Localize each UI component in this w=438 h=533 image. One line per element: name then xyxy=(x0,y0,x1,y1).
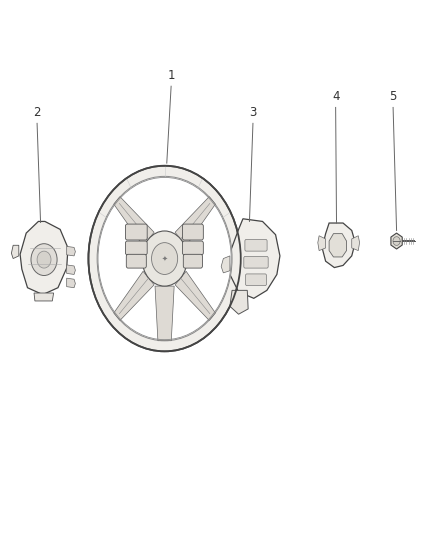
Text: 1: 1 xyxy=(167,69,175,82)
Circle shape xyxy=(393,237,400,245)
FancyBboxPatch shape xyxy=(184,254,202,268)
Polygon shape xyxy=(11,245,19,259)
FancyBboxPatch shape xyxy=(245,239,267,251)
Polygon shape xyxy=(114,197,154,246)
FancyBboxPatch shape xyxy=(183,241,203,255)
Polygon shape xyxy=(67,265,75,274)
Polygon shape xyxy=(175,197,215,246)
Polygon shape xyxy=(34,293,53,301)
Polygon shape xyxy=(391,233,402,249)
Polygon shape xyxy=(329,233,346,257)
Polygon shape xyxy=(155,286,174,341)
Circle shape xyxy=(37,251,51,268)
Text: ✦: ✦ xyxy=(162,255,167,262)
Polygon shape xyxy=(230,219,280,298)
Polygon shape xyxy=(67,278,75,288)
Polygon shape xyxy=(230,290,248,314)
Polygon shape xyxy=(20,221,68,295)
Circle shape xyxy=(88,166,241,351)
Circle shape xyxy=(152,243,178,274)
Polygon shape xyxy=(322,223,355,268)
Circle shape xyxy=(97,176,232,341)
Polygon shape xyxy=(318,236,325,251)
Polygon shape xyxy=(352,236,360,251)
Circle shape xyxy=(31,244,57,276)
FancyBboxPatch shape xyxy=(183,224,203,240)
FancyBboxPatch shape xyxy=(126,254,146,268)
Polygon shape xyxy=(67,246,75,256)
Text: 5: 5 xyxy=(389,90,397,103)
FancyBboxPatch shape xyxy=(244,256,268,268)
Polygon shape xyxy=(114,271,154,320)
Circle shape xyxy=(142,231,187,286)
FancyBboxPatch shape xyxy=(125,224,147,240)
Text: 2: 2 xyxy=(33,106,41,119)
Polygon shape xyxy=(221,256,230,273)
FancyBboxPatch shape xyxy=(246,274,266,286)
Polygon shape xyxy=(175,271,215,320)
Text: 4: 4 xyxy=(332,90,339,103)
FancyBboxPatch shape xyxy=(125,241,147,255)
Text: 3: 3 xyxy=(249,106,257,119)
